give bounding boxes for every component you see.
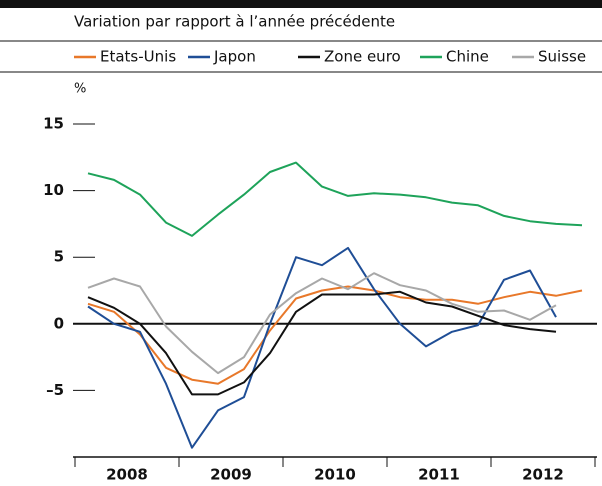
legend-label: Suisse — [538, 48, 586, 66]
top-bar — [0, 0, 602, 8]
y-tick-label: –5 — [46, 381, 64, 399]
x-tick-label: 2011 — [418, 466, 460, 484]
series-line — [87, 290, 557, 396]
series-line — [87, 285, 583, 385]
y-unit: % — [74, 82, 86, 97]
series-line — [87, 246, 557, 449]
x-tick-label: 2012 — [522, 466, 564, 484]
x-tick-label: 2009 — [210, 466, 252, 484]
legend-label: Zone euro — [324, 48, 401, 66]
legend-label: Etats-Unis — [100, 48, 176, 66]
legend-label: Japon — [213, 48, 256, 66]
x-tick-label: 2008 — [106, 466, 148, 484]
chart-subtitle: Variation par rapport à l’année précéden… — [74, 13, 395, 31]
series-line — [87, 161, 583, 237]
y-tick-label: 0 — [54, 314, 64, 332]
y-tick-label: 5 — [54, 248, 64, 266]
series-line — [87, 272, 557, 375]
y-tick-label: 15 — [43, 115, 64, 133]
x-tick-label: 2010 — [314, 466, 356, 484]
y-tick-label: 10 — [43, 181, 64, 199]
legend-label: Chine — [446, 48, 489, 66]
